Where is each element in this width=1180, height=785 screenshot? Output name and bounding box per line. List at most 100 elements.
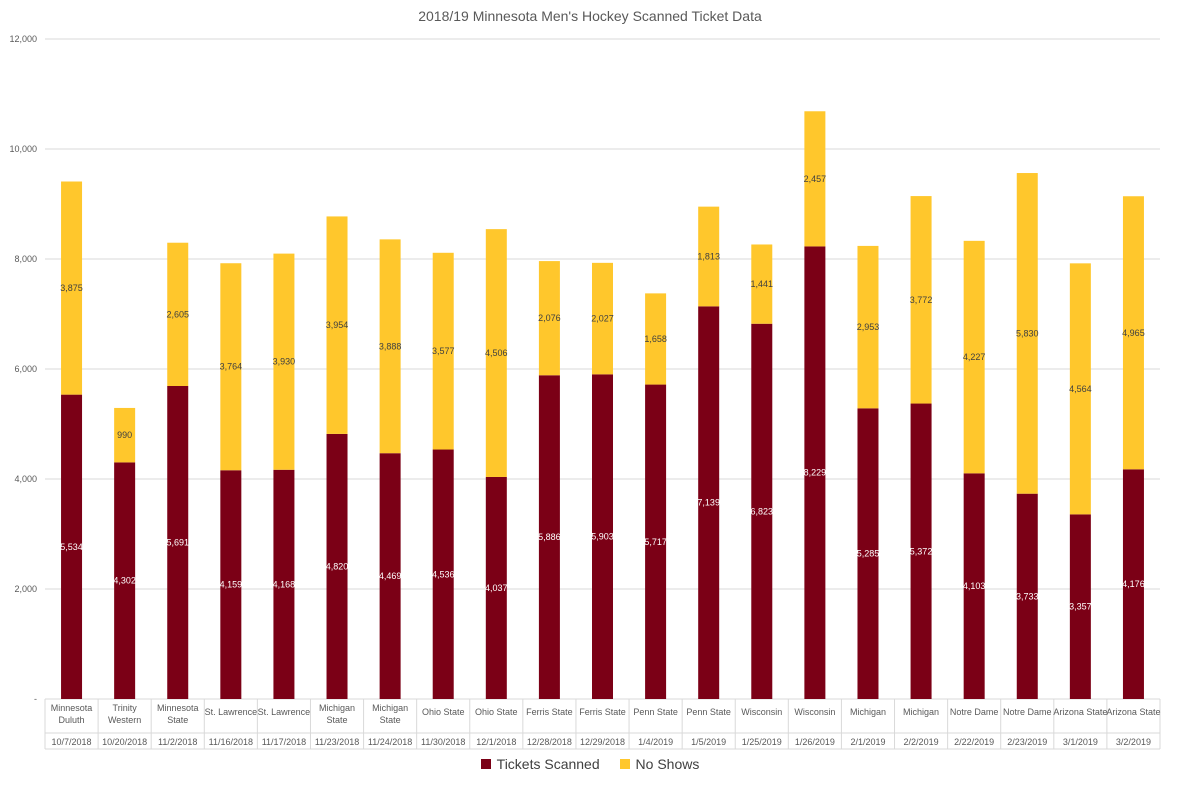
x-category-label: Ferris State <box>579 707 626 717</box>
x-date-label: 11/23/2018 <box>315 737 359 747</box>
bar-no-shows <box>326 216 348 434</box>
x-category-label: Notre Dame <box>950 707 999 717</box>
data-label-tickets-scanned: 4,103 <box>963 581 986 591</box>
x-date-label: 11/16/2018 <box>209 737 253 747</box>
data-label-tickets-scanned: 4,176 <box>1122 579 1145 589</box>
bar-tickets-scanned <box>1069 514 1091 699</box>
x-category-label: Notre Dame <box>1003 707 1052 717</box>
data-label-no-shows: 2,076 <box>538 313 561 323</box>
x-category-label: Ohio State <box>475 707 518 717</box>
bar-tickets-scanned <box>645 384 667 699</box>
bar-no-shows <box>751 244 773 324</box>
x-category-label: Western <box>108 715 141 725</box>
x-category-label: Trinity <box>113 703 138 713</box>
x-date-label: 11/24/2018 <box>368 737 412 747</box>
x-category-label: Arizona State <box>1053 707 1107 717</box>
x-category-label: Michigan <box>903 707 939 717</box>
x-category-label: Michigan <box>319 703 355 713</box>
x-date-label: 2/1/2019 <box>850 737 885 747</box>
x-date-label: 12/29/2018 <box>580 737 625 747</box>
bar-tickets-scanned <box>114 462 136 699</box>
x-date-label: 12/1/2018 <box>476 737 516 747</box>
x-date-label: 1/25/2019 <box>742 737 782 747</box>
x-category-label: Ohio State <box>422 707 465 717</box>
data-label-tickets-scanned: 5,285 <box>857 549 880 559</box>
y-tick-label: 2,000 <box>14 584 37 594</box>
x-category-label: St. Lawrence <box>205 707 258 717</box>
y-tick-label: 6,000 <box>14 364 37 374</box>
data-label-tickets-scanned: 4,168 <box>273 579 296 589</box>
x-category-label: Wisconsin <box>794 707 835 717</box>
bar-tickets-scanned <box>592 374 613 699</box>
x-date-label: 11/17/2018 <box>262 737 306 747</box>
data-label-tickets-scanned: 5,691 <box>166 537 189 547</box>
bar-no-shows <box>114 407 136 463</box>
x-category-label: Michigan <box>850 707 886 717</box>
x-category-label: Michigan <box>372 703 408 713</box>
data-label-tickets-scanned: 3,357 <box>1069 602 1092 612</box>
bar-no-shows <box>1016 173 1038 494</box>
bar-tickets-scanned <box>538 375 560 699</box>
data-label-no-shows: 1,441 <box>751 279 774 289</box>
data-label-no-shows: 3,875 <box>60 283 83 293</box>
x-date-label: 10/7/2018 <box>52 737 92 747</box>
data-label-tickets-scanned: 4,302 <box>113 576 136 586</box>
legend: Tickets Scanned No Shows <box>0 756 1180 772</box>
x-date-label: 12/28/2018 <box>527 737 572 747</box>
data-label-tickets-scanned: 4,536 <box>432 569 455 579</box>
bar-tickets-scanned <box>751 323 773 699</box>
bar-no-shows <box>698 206 720 307</box>
x-category-label: Arizona State <box>1106 707 1160 717</box>
x-date-label: 3/2/2019 <box>1116 737 1151 747</box>
chart-title: 2018/19 Minnesota Men's Hockey Scanned T… <box>418 8 762 24</box>
x-date-label: 11/2/2018 <box>158 737 197 747</box>
x-date-label: 10/20/2018 <box>102 737 147 747</box>
y-tick-label: 12,000 <box>9 34 37 44</box>
bar-no-shows <box>804 111 826 247</box>
data-label-no-shows: 3,772 <box>910 295 933 305</box>
x-category-label: Wisconsin <box>741 707 782 717</box>
x-date-label: 2/23/2019 <box>1007 737 1047 747</box>
bar-no-shows <box>910 196 932 404</box>
bar-no-shows <box>273 253 295 470</box>
data-label-no-shows: 990 <box>117 430 132 440</box>
data-label-no-shows: 3,954 <box>326 320 349 330</box>
data-label-no-shows: 4,965 <box>1122 328 1145 338</box>
x-category-label: State <box>167 715 188 725</box>
data-label-no-shows: 3,764 <box>220 362 243 372</box>
bar-no-shows <box>538 261 560 376</box>
data-label-no-shows: 3,577 <box>432 346 455 356</box>
bar-no-shows <box>432 252 454 450</box>
y-tick-label: 8,000 <box>14 254 37 264</box>
data-label-no-shows: 3,888 <box>379 341 402 351</box>
x-category-label: Duluth <box>59 715 85 725</box>
data-label-no-shows: 2,457 <box>804 174 827 184</box>
data-label-no-shows: 2,605 <box>166 309 189 319</box>
bar-tickets-scanned <box>857 408 879 699</box>
data-label-tickets-scanned: 5,534 <box>60 542 83 552</box>
bar-no-shows <box>592 262 613 375</box>
x-category-label: Ferris State <box>526 707 573 717</box>
x-date-label: 1/26/2019 <box>795 737 835 747</box>
legend-item-tickets-scanned: Tickets Scanned <box>480 756 600 772</box>
x-date-label: 11/30/2018 <box>421 737 465 747</box>
data-label-tickets-scanned: 4,469 <box>379 571 402 581</box>
bar-no-shows <box>1069 263 1091 515</box>
bar-tickets-scanned <box>167 385 189 699</box>
data-label-tickets-scanned: 3,733 <box>1016 591 1039 601</box>
bar-tickets-scanned <box>963 473 985 699</box>
bar-no-shows <box>963 240 985 474</box>
x-date-label: 2/22/2019 <box>954 737 994 747</box>
x-category-label: State <box>380 715 401 725</box>
bar-no-shows <box>379 239 401 454</box>
bar-tickets-scanned <box>910 403 932 699</box>
bar-tickets-scanned <box>698 306 720 699</box>
x-date-label: 1/4/2019 <box>638 737 673 747</box>
legend-label-tickets-scanned: Tickets Scanned <box>496 756 600 772</box>
data-label-tickets-scanned: 6,823 <box>751 506 774 516</box>
data-label-no-shows: 1,658 <box>644 334 667 344</box>
x-category-label: Minnesota <box>157 703 199 713</box>
bar-tickets-scanned <box>379 453 401 699</box>
bar-tickets-scanned <box>326 433 348 699</box>
bar-no-shows <box>645 293 667 385</box>
